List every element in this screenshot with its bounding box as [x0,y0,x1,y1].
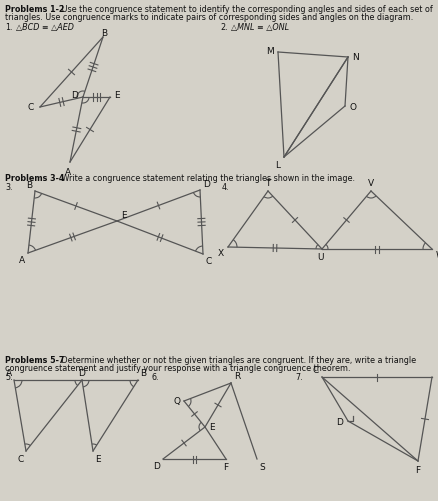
Text: T: T [265,179,271,188]
Text: 1.: 1. [5,23,13,32]
Text: Problems 5-7: Problems 5-7 [5,355,64,364]
Text: 5.: 5. [5,372,13,381]
Text: W: W [436,250,438,260]
Text: M: M [266,48,274,57]
Text: 3.: 3. [5,183,13,191]
Text: B: B [140,368,146,377]
Text: A: A [65,168,71,177]
Text: A: A [19,256,25,265]
Text: D: D [71,91,78,100]
Text: N: N [352,53,359,62]
Text: 4.: 4. [222,183,230,191]
Text: B: B [26,181,32,189]
Text: C: C [206,257,212,266]
Text: B: B [101,29,107,38]
Text: L: L [275,161,280,170]
Text: △MNL ≡ △ONL: △MNL ≡ △ONL [231,23,289,32]
Text: C: C [313,365,319,374]
Text: F: F [415,465,420,474]
Text: R: R [234,371,240,380]
Text: X: X [218,248,224,258]
Text: D: D [153,461,160,470]
Text: U: U [317,253,323,262]
Text: Problems 1-2: Problems 1-2 [5,5,64,14]
Text: Q: Q [173,397,180,406]
Text: Problems 3-4: Problems 3-4 [5,174,64,183]
Text: A: A [6,368,12,377]
Text: triangles. Use congruence marks to indicate pairs of corresponding sides and ang: triangles. Use congruence marks to indic… [5,13,413,22]
Text: Use the congruence statement to identify the corresponding angles and sides of e: Use the congruence statement to identify… [59,5,433,14]
Text: Write a congruence statement relating the triangles shown in the image.: Write a congruence statement relating th… [59,174,355,183]
Text: E: E [95,454,101,463]
Text: D: D [78,368,85,377]
Text: E: E [121,210,127,219]
Text: △BCD ≡ △AED: △BCD ≡ △AED [16,23,74,32]
Text: V: V [368,179,374,188]
Text: C: C [28,103,34,112]
Text: 2.: 2. [220,23,228,32]
Text: D: D [203,180,210,188]
Text: congruence statement and justify your response with a triangle congruence theore: congruence statement and justify your re… [5,363,350,372]
Text: C: C [18,454,24,463]
Text: E: E [114,91,120,100]
Text: Determine whether or not the given triangles are congruent. If they are, write a: Determine whether or not the given trian… [59,355,416,364]
Text: S: S [259,462,265,471]
Text: 7.: 7. [295,372,303,381]
Text: 6.: 6. [152,372,159,381]
Text: O: O [349,102,356,111]
Text: E: E [209,423,215,432]
Text: D: D [336,418,343,427]
Text: F: F [223,462,229,471]
